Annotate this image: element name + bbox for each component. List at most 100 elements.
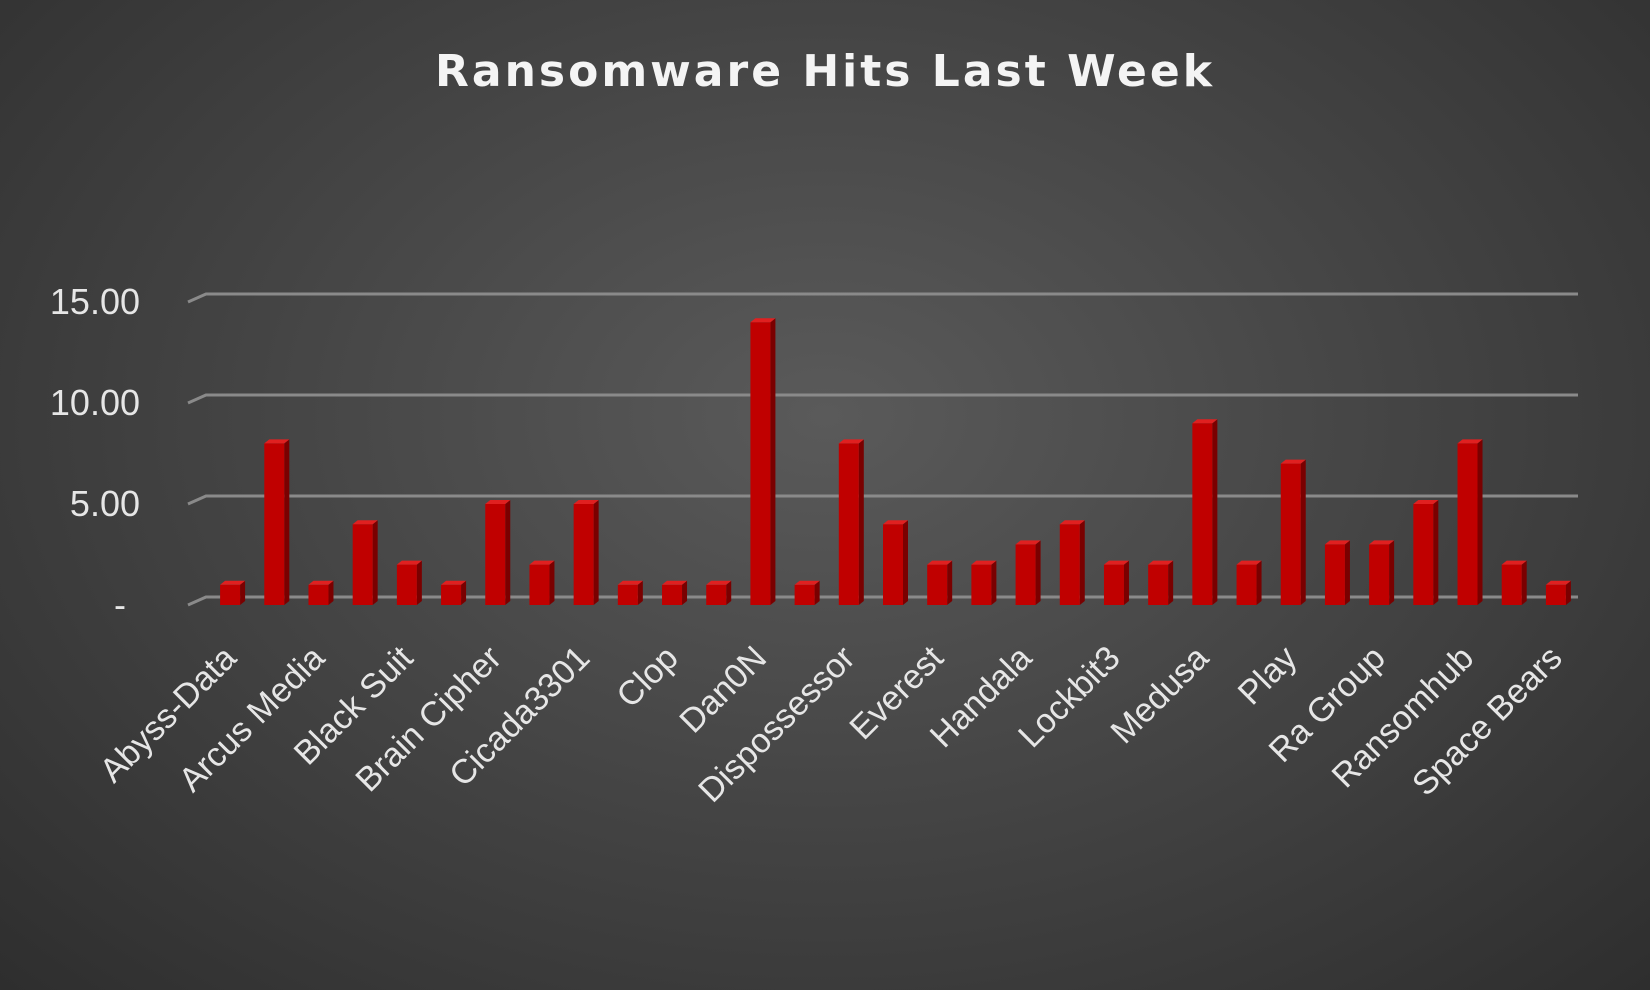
bar-top [573, 500, 599, 504]
bars [220, 318, 1571, 605]
bar-top [1369, 540, 1395, 545]
bar-front [1501, 564, 1522, 605]
bar-front [264, 443, 285, 605]
bar-front [220, 584, 241, 605]
bar-top [1015, 540, 1041, 545]
bar [264, 439, 290, 605]
bar-side [1123, 560, 1129, 605]
bar-front [1280, 463, 1301, 605]
bar-top [1413, 500, 1439, 504]
bar-front [706, 584, 727, 605]
bar-front [529, 564, 550, 605]
bar [1015, 540, 1041, 605]
gridline [187, 292, 1578, 304]
bar-top [529, 560, 555, 565]
bar [617, 580, 643, 605]
bar-side [1212, 419, 1218, 605]
bar-side [1477, 439, 1483, 605]
bar-front [927, 564, 948, 605]
bar-top [396, 560, 422, 565]
bar [1324, 540, 1350, 605]
bar-top [1324, 540, 1350, 545]
bar-top [1148, 560, 1174, 565]
bar [750, 318, 776, 605]
y-tick-label: - [114, 584, 126, 625]
bar-top [1545, 580, 1571, 585]
bar [1192, 419, 1218, 605]
bar-front [1059, 524, 1080, 605]
bar [1369, 540, 1395, 605]
bar-side [1521, 560, 1527, 605]
bar-side [372, 520, 378, 605]
bar [1148, 560, 1174, 605]
bar-side [461, 580, 467, 605]
bar-front [838, 443, 859, 605]
bar-top [794, 580, 820, 585]
bar [441, 580, 467, 605]
bar-side [1256, 560, 1262, 605]
bar [706, 580, 732, 605]
bar [1236, 560, 1262, 605]
bar-front [1369, 544, 1390, 605]
bar-front [1015, 544, 1036, 605]
bar-side [1079, 520, 1085, 605]
y-tick-label: 5.00 [70, 483, 140, 524]
bar-front [1148, 564, 1169, 605]
bar-top [971, 560, 997, 565]
bar-top [1280, 459, 1306, 464]
bar [794, 580, 820, 605]
bar [1413, 500, 1439, 605]
bar [573, 500, 599, 605]
bar [1103, 560, 1129, 605]
y-tick-label: 10.00 [50, 382, 140, 423]
bar-front [1413, 504, 1434, 605]
bar-front [1192, 423, 1213, 605]
bar-top [1059, 520, 1085, 525]
bar-top [617, 580, 643, 585]
bar-side [1168, 560, 1174, 605]
x-tick-label: Medusa [1104, 639, 1216, 751]
bar-side [991, 560, 997, 605]
bar-front [617, 584, 638, 605]
bar-front [971, 564, 992, 605]
bar-side [240, 580, 246, 605]
bar-side [903, 520, 908, 605]
bar-top [220, 580, 246, 585]
bar-side [1389, 540, 1395, 605]
bar-side [549, 560, 555, 605]
bar-top [750, 318, 776, 323]
bar-side [505, 500, 511, 605]
bar [662, 580, 688, 605]
bar-front [573, 504, 594, 605]
bar-top [352, 520, 378, 525]
bar-side [1344, 540, 1350, 605]
gridline [187, 393, 1578, 405]
bar [1501, 560, 1527, 605]
bar-side [637, 580, 643, 605]
bar [1059, 520, 1085, 605]
bar-side [1433, 500, 1439, 605]
bar-front [308, 584, 329, 605]
bar-top [264, 439, 290, 444]
bar [485, 500, 511, 605]
bar-front [794, 584, 815, 605]
bar-top [883, 520, 908, 525]
bar-top [706, 580, 732, 585]
bar-front [1236, 564, 1257, 605]
bar-side [1300, 459, 1306, 605]
bar-side [1035, 540, 1041, 605]
bar-side [328, 580, 334, 605]
bar-side [814, 580, 820, 605]
x-tick-label: Play [1231, 639, 1305, 713]
bar-top [1457, 439, 1483, 444]
bar-top [1501, 560, 1527, 565]
y-tick-label: 15.00 [50, 281, 140, 322]
bar [1457, 439, 1483, 605]
x-tick-label: Dispossessor [691, 639, 862, 810]
bar-front [883, 524, 903, 605]
bar [529, 560, 555, 605]
bar-top [308, 580, 334, 585]
bar [352, 520, 378, 605]
